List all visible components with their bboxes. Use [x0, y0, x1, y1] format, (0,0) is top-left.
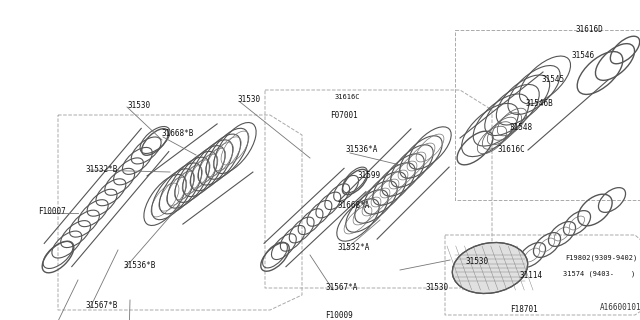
Text: 31616C: 31616C	[498, 146, 525, 155]
Text: 31616C: 31616C	[335, 94, 360, 100]
Text: 31548: 31548	[510, 123, 533, 132]
Text: F10009: F10009	[325, 310, 353, 319]
Text: 31536*B: 31536*B	[123, 260, 156, 269]
Text: 31574 (9403-    ): 31574 (9403- )	[563, 271, 636, 277]
Text: 31114: 31114	[520, 270, 543, 279]
Text: F18701: F18701	[510, 306, 538, 315]
Text: 31668*A: 31668*A	[338, 201, 371, 210]
Text: 31567*A: 31567*A	[325, 284, 357, 292]
Text: 31546B: 31546B	[526, 99, 554, 108]
Text: F07001: F07001	[330, 110, 358, 119]
Text: F19802(9309-9402): F19802(9309-9402)	[565, 255, 637, 261]
Text: 31536*A: 31536*A	[345, 146, 378, 155]
Text: 31545: 31545	[542, 76, 565, 84]
Text: 31530: 31530	[425, 284, 448, 292]
Text: 31616D: 31616D	[575, 26, 603, 35]
Text: 31530: 31530	[238, 95, 261, 105]
Text: 31546: 31546	[572, 51, 595, 60]
Ellipse shape	[452, 243, 527, 293]
Text: F10007: F10007	[38, 207, 66, 217]
Text: 31532*A: 31532*A	[338, 244, 371, 252]
Text: 31599: 31599	[358, 171, 381, 180]
Text: 31567*B: 31567*B	[86, 300, 118, 309]
Text: 31530: 31530	[127, 101, 150, 110]
Text: 31530: 31530	[465, 258, 488, 267]
Text: 31668*B: 31668*B	[162, 130, 195, 139]
Text: 31532*B: 31532*B	[86, 165, 118, 174]
Text: A166001014: A166001014	[600, 303, 640, 313]
